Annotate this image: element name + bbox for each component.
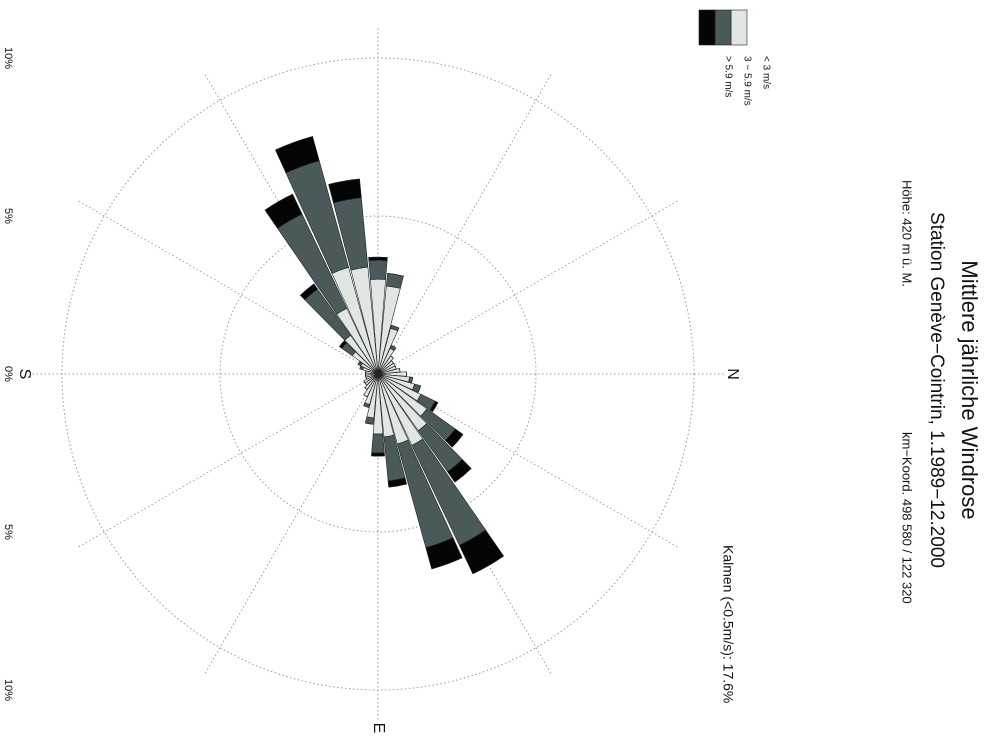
grid-spoke	[78, 373, 379, 548]
rose-segment	[338, 340, 347, 349]
legend-label: < 3 m/s	[760, 56, 771, 89]
rose-segment	[264, 193, 303, 229]
r-tick-label: 10%	[2, 47, 14, 69]
rose-segment	[299, 283, 319, 301]
annotation: km−Koord. 498 580 / 122 320	[900, 432, 915, 604]
r-tick-label: 5%	[2, 208, 14, 224]
annotation: Höhe: 420 m ü. M.	[900, 180, 915, 287]
rose-segment	[387, 477, 408, 488]
r-tick-label: 10%	[2, 679, 14, 701]
rose-segment	[411, 377, 413, 383]
legend-label: 3 − 5.9 m/s	[741, 56, 752, 106]
grid-spoke	[377, 373, 678, 548]
r-tick-label: 0%	[2, 366, 14, 382]
rose-segment	[445, 428, 464, 448]
rose-segment	[447, 459, 472, 483]
rose-segment	[328, 178, 362, 204]
rose-segment	[417, 385, 421, 393]
rose-segment	[458, 529, 505, 575]
r-tick-label: 5%	[2, 524, 14, 540]
chart-subtitle: Station Genève−Cointrin, 1.1989−12.2000	[926, 212, 947, 568]
rose-segment	[368, 259, 388, 280]
rose-segment	[371, 433, 385, 454]
compass-label: E	[370, 723, 387, 734]
legend-swatch	[698, 9, 716, 46]
rose-segment	[391, 324, 400, 329]
compass-label: S	[16, 369, 33, 380]
legend-swatch	[730, 9, 748, 46]
grid-spoke	[377, 74, 552, 375]
rose-segment	[368, 256, 388, 261]
grid-spoke	[377, 200, 678, 375]
rose-segment	[274, 136, 320, 174]
legend-swatch	[714, 9, 732, 46]
rose-segment	[429, 400, 439, 413]
grid-spoke	[204, 373, 379, 674]
compass-label: N	[724, 368, 741, 380]
grid-spoke	[78, 200, 379, 375]
rose-segment	[363, 380, 366, 384]
rose-segment	[387, 273, 404, 277]
rose-segment	[425, 537, 463, 570]
rose-segment	[399, 368, 401, 372]
chart-title: Mittlere jährliche Windrose	[957, 260, 982, 519]
legend-label: > 5.9 m/s	[722, 56, 733, 97]
rose-segment	[363, 394, 368, 398]
grid-ring	[219, 215, 537, 533]
annotation: Kalmen (<0.5m/s): 17.6%	[720, 545, 736, 703]
rose-segment	[371, 452, 385, 457]
